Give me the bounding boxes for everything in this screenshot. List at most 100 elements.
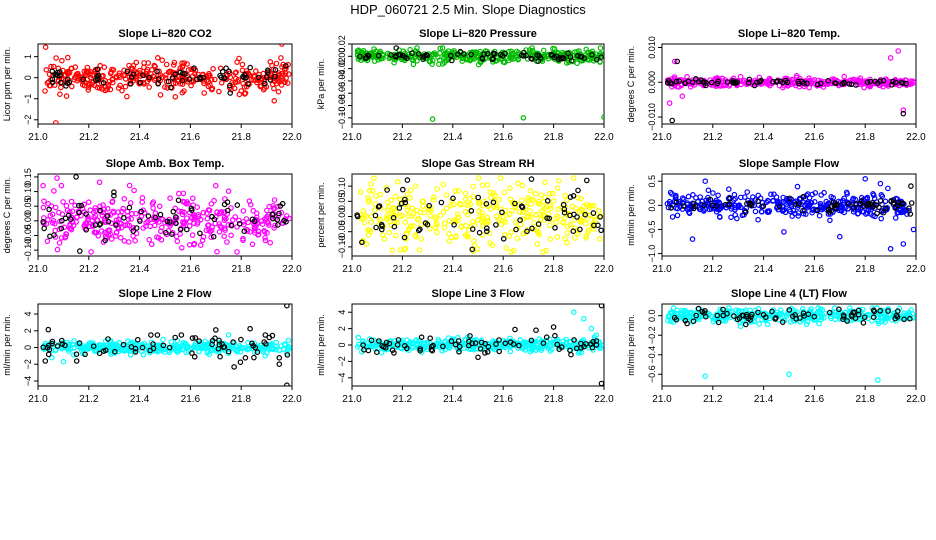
data-point	[227, 82, 233, 89]
data-point	[461, 51, 467, 57]
data-point	[826, 309, 833, 316]
data-point	[669, 214, 676, 220]
data-point	[409, 205, 416, 212]
data-point	[532, 190, 539, 197]
x-tick-label: 21.4	[130, 394, 150, 405]
data-point	[512, 200, 518, 207]
data-point	[578, 53, 585, 60]
data-point	[173, 220, 179, 227]
data-point	[71, 352, 77, 358]
outlier-point	[588, 325, 595, 332]
data-point	[115, 225, 122, 232]
data-point	[875, 320, 882, 327]
data-point	[404, 191, 411, 197]
y-axis-label: ml/min per min.	[2, 314, 12, 376]
x-tick-label: 21.2	[703, 264, 723, 275]
data-point	[591, 222, 597, 229]
data-point	[424, 341, 431, 347]
data-point	[375, 52, 382, 59]
data-point	[562, 192, 568, 199]
x-tick-label: 21.6	[805, 394, 825, 405]
data-point	[725, 186, 732, 193]
data-point	[512, 203, 518, 209]
data-point	[548, 51, 555, 58]
plot-frame	[351, 43, 605, 125]
data-point	[756, 321, 762, 327]
data-point	[137, 218, 143, 224]
data-point	[561, 55, 567, 62]
data-point	[564, 197, 570, 204]
data-point	[96, 350, 103, 357]
data-point	[507, 348, 514, 355]
data-point	[685, 206, 691, 213]
data-point	[546, 215, 553, 222]
data-point	[184, 226, 190, 233]
data-point	[880, 209, 887, 216]
data-point	[260, 346, 267, 353]
data-point	[40, 219, 47, 225]
data-point	[893, 195, 899, 202]
data-point	[529, 225, 535, 232]
data-point	[214, 248, 220, 255]
data-point	[41, 219, 47, 226]
data-point	[90, 343, 97, 350]
data-point	[80, 76, 86, 83]
x-tick-label: 21.0	[342, 394, 362, 405]
x-tick-label: 21.8	[231, 264, 251, 275]
data-point	[367, 228, 374, 235]
data-point	[456, 348, 462, 355]
data-point	[49, 340, 55, 347]
data-point	[496, 337, 502, 343]
data-point	[391, 223, 398, 230]
data-point	[496, 196, 503, 203]
data-point	[584, 215, 591, 222]
data-point	[759, 209, 765, 215]
chart-title: Slope Amb. Box Temp.	[106, 158, 225, 170]
data-point	[228, 232, 234, 239]
data-point	[107, 344, 113, 351]
data-point	[853, 201, 859, 207]
x-tick-label: 21.2	[393, 264, 413, 275]
data-point	[65, 54, 71, 61]
chart-panel-3: Slope Li−820 Temp. 21.0 21.2 21.4 21.6 21.8 22…	[626, 28, 926, 143]
data-point	[597, 345, 604, 351]
data-point	[269, 211, 276, 218]
data-point	[68, 198, 75, 205]
data-point	[832, 316, 839, 323]
data-point	[776, 203, 783, 210]
data-point	[131, 187, 137, 194]
chart-panel-2: Slope Li−820 Pressure 21.0 21.2 21.4 21.6 21.…	[316, 28, 614, 143]
y-tick-label: 0	[337, 342, 347, 347]
data-point	[571, 337, 577, 343]
data-point	[86, 81, 92, 88]
data-point	[181, 88, 187, 94]
data-point	[410, 223, 417, 229]
data-point	[564, 230, 571, 236]
chart-panel-1: Slope Li−820 CO2 21.0 21.2 21.4 21.6 21.8 22.0…	[2, 28, 302, 143]
data-point	[126, 239, 132, 245]
data-point	[243, 74, 249, 81]
data-point	[102, 237, 108, 244]
y-axis-label: percent per min.	[316, 182, 326, 247]
data-point	[45, 201, 52, 207]
data-point	[262, 237, 269, 244]
data-point	[755, 198, 761, 204]
data-point	[709, 202, 716, 209]
data-point	[871, 195, 878, 202]
data-point	[476, 208, 482, 214]
data-point	[180, 222, 187, 229]
data-point	[578, 206, 584, 213]
data-point	[806, 75, 812, 82]
y-tick-label: −0.05	[337, 220, 347, 243]
data-point	[57, 79, 64, 86]
data-point	[841, 73, 848, 80]
data-point	[262, 332, 269, 338]
data-point	[113, 233, 119, 239]
data-point	[395, 51, 402, 58]
data-point	[221, 344, 228, 350]
data-point	[500, 236, 507, 242]
data-point	[219, 68, 226, 75]
data-point	[130, 233, 136, 239]
x-tick-label: 21.2	[393, 132, 413, 143]
data-point	[817, 80, 824, 87]
